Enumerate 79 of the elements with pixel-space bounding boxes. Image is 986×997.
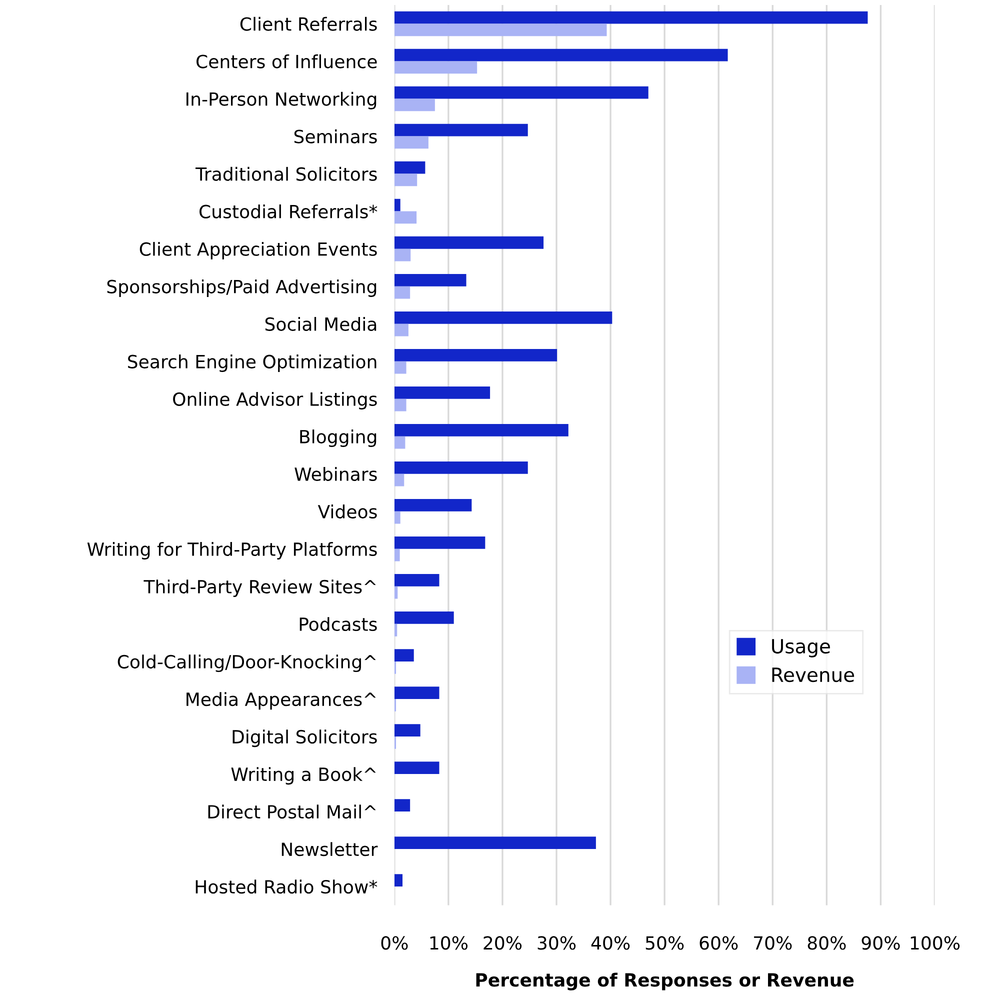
y-tick-label: Online Advisor Listings xyxy=(173,392,377,410)
bar xyxy=(394,649,414,662)
bar xyxy=(394,724,420,736)
bar xyxy=(394,324,408,336)
bar xyxy=(394,386,490,399)
bar xyxy=(394,511,400,524)
x-tick-label: 10% xyxy=(430,936,468,950)
x-tick-label: 90% xyxy=(862,936,900,950)
y-tick-label: In-Person Networking xyxy=(186,92,376,110)
y-tick-label: Social Media xyxy=(265,316,376,331)
y-tick-label: Custodial Referrals* xyxy=(200,204,378,218)
bar xyxy=(394,174,418,186)
y-tick-label: Centers of Influence xyxy=(196,54,377,68)
y-tick-label: Newsletter xyxy=(282,842,378,856)
bar xyxy=(394,86,648,99)
y-tick-label: Media Appearances^ xyxy=(186,692,376,710)
x-tick-label: 100% xyxy=(910,936,960,950)
x-tick-label: 80% xyxy=(808,936,846,950)
y-tick-label: Client Appreciation Events xyxy=(140,242,377,260)
y-tick-label: Webinars xyxy=(294,467,377,482)
x-tick-label: 50% xyxy=(646,936,684,950)
bar xyxy=(394,612,454,624)
y-tick-label: Videos xyxy=(318,504,377,519)
y-tick-label: Search Engine Optimization xyxy=(128,354,376,372)
bar xyxy=(394,398,406,412)
y-tick-label: Hosted Radio Show* xyxy=(196,880,378,894)
bar xyxy=(394,799,410,812)
bar xyxy=(394,548,400,562)
y-tick-label: Direct Postal Mail^ xyxy=(208,804,376,819)
y-tick-label: Writing a Book^ xyxy=(231,767,376,785)
y-tick-label: Digital Solicitors xyxy=(232,730,377,748)
legend-label: Revenue xyxy=(772,668,854,682)
bar xyxy=(394,274,466,286)
y-tick-label: Cold-Calling/Door-Knocking^ xyxy=(118,654,376,672)
bar xyxy=(394,474,404,486)
y-tick-label: Podcasts xyxy=(300,617,377,632)
y-tick-label: Client Referrals xyxy=(240,16,377,31)
x-tick-label: 70% xyxy=(754,936,792,950)
bar xyxy=(394,311,612,324)
bar xyxy=(394,574,440,586)
y-tick-label: Traditional Solicitors xyxy=(196,166,377,181)
x-tick-label: 40% xyxy=(591,936,630,950)
bar xyxy=(394,499,472,512)
bar xyxy=(394,198,400,212)
bar xyxy=(394,424,568,436)
bar xyxy=(394,236,544,249)
x-axis-title: Percentage of Responses or Revenue xyxy=(476,972,854,990)
y-tick-label: Blogging xyxy=(300,430,376,447)
y-tick-label: Third-Party Review Sites^ xyxy=(144,580,376,598)
bar xyxy=(394,11,868,24)
bar xyxy=(394,48,728,62)
bar xyxy=(394,61,478,74)
bar xyxy=(394,24,607,36)
x-tick-label: 20% xyxy=(484,936,522,950)
bar xyxy=(394,874,403,887)
bar xyxy=(394,462,528,474)
x-tick-label: 0% xyxy=(381,936,408,950)
bar xyxy=(394,436,406,449)
bar xyxy=(394,686,440,699)
bar xyxy=(394,361,406,374)
bar xyxy=(394,624,398,636)
bar xyxy=(394,211,417,224)
x-tick-label: 30% xyxy=(538,936,576,950)
bar xyxy=(394,161,426,174)
bar xyxy=(394,536,486,549)
x-tick-label: 60% xyxy=(700,936,738,950)
y-tick-label: Writing for Third-Party Platforms xyxy=(87,542,377,560)
bar xyxy=(394,586,398,599)
legend-label: Usage xyxy=(772,639,830,658)
bar xyxy=(394,124,528,136)
bar xyxy=(394,248,411,262)
bar xyxy=(394,98,435,112)
bar xyxy=(394,348,558,362)
bar xyxy=(394,286,410,299)
y-tick-label: Sponsorships/Paid Advertising xyxy=(107,279,376,297)
bar xyxy=(394,762,440,774)
bar xyxy=(394,836,596,850)
bar xyxy=(394,136,428,149)
y-tick-label: Seminars xyxy=(294,129,377,144)
